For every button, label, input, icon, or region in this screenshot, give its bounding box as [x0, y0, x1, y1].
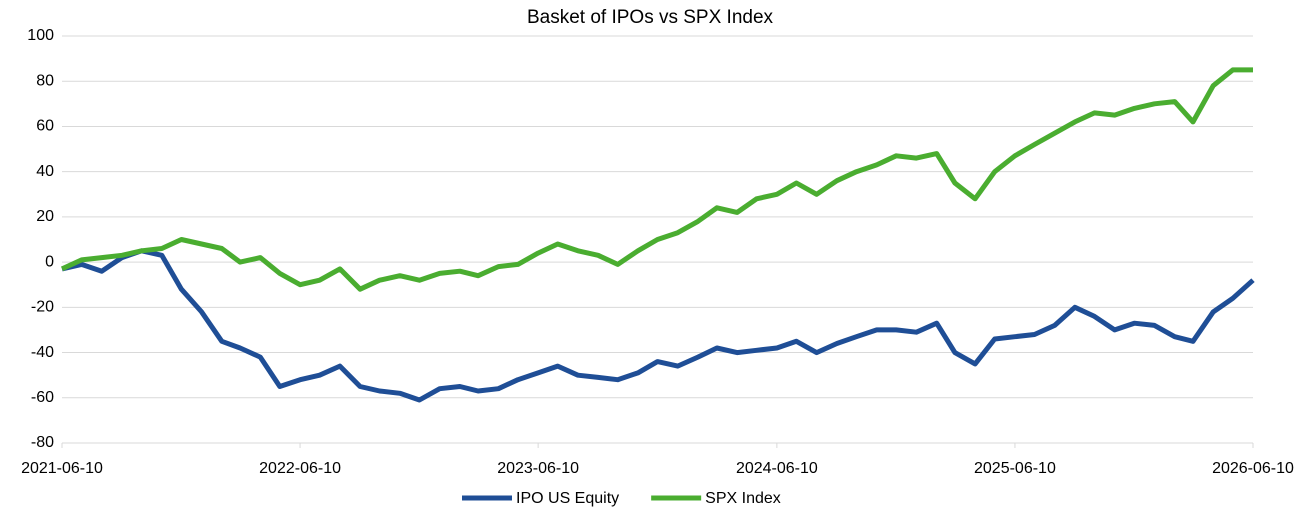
x-tick-label: 2025-06-10: [974, 460, 1056, 477]
x-tick-label: 2022-06-10: [259, 460, 341, 477]
x-tick-label: 2026-06-10: [1212, 460, 1294, 477]
chart-title: Basket of IPOs vs SPX Index: [527, 7, 774, 28]
y-tick-label: 0: [45, 253, 54, 270]
y-tick-label: -20: [31, 299, 54, 316]
y-tick-label: -60: [31, 389, 54, 406]
x-tick-label: 2024-06-10: [736, 460, 818, 477]
y-tick-label: 100: [27, 27, 54, 44]
y-tick-label: -40: [31, 344, 54, 361]
legend-label: IPO US Equity: [516, 490, 619, 507]
series-line: [61, 248, 1255, 403]
series-line: [60, 67, 1253, 292]
y-tick-label: -80: [31, 434, 54, 451]
y-tick-label: 60: [36, 118, 54, 135]
x-tick-label: 2023-06-10: [497, 460, 579, 477]
y-tick-label: 80: [36, 72, 54, 89]
y-tick-label: 40: [36, 163, 54, 180]
y-tick-label: 20: [36, 208, 54, 225]
x-tick-label: 2021-06-10: [21, 460, 103, 477]
legend-label: SPX Index: [705, 490, 781, 507]
